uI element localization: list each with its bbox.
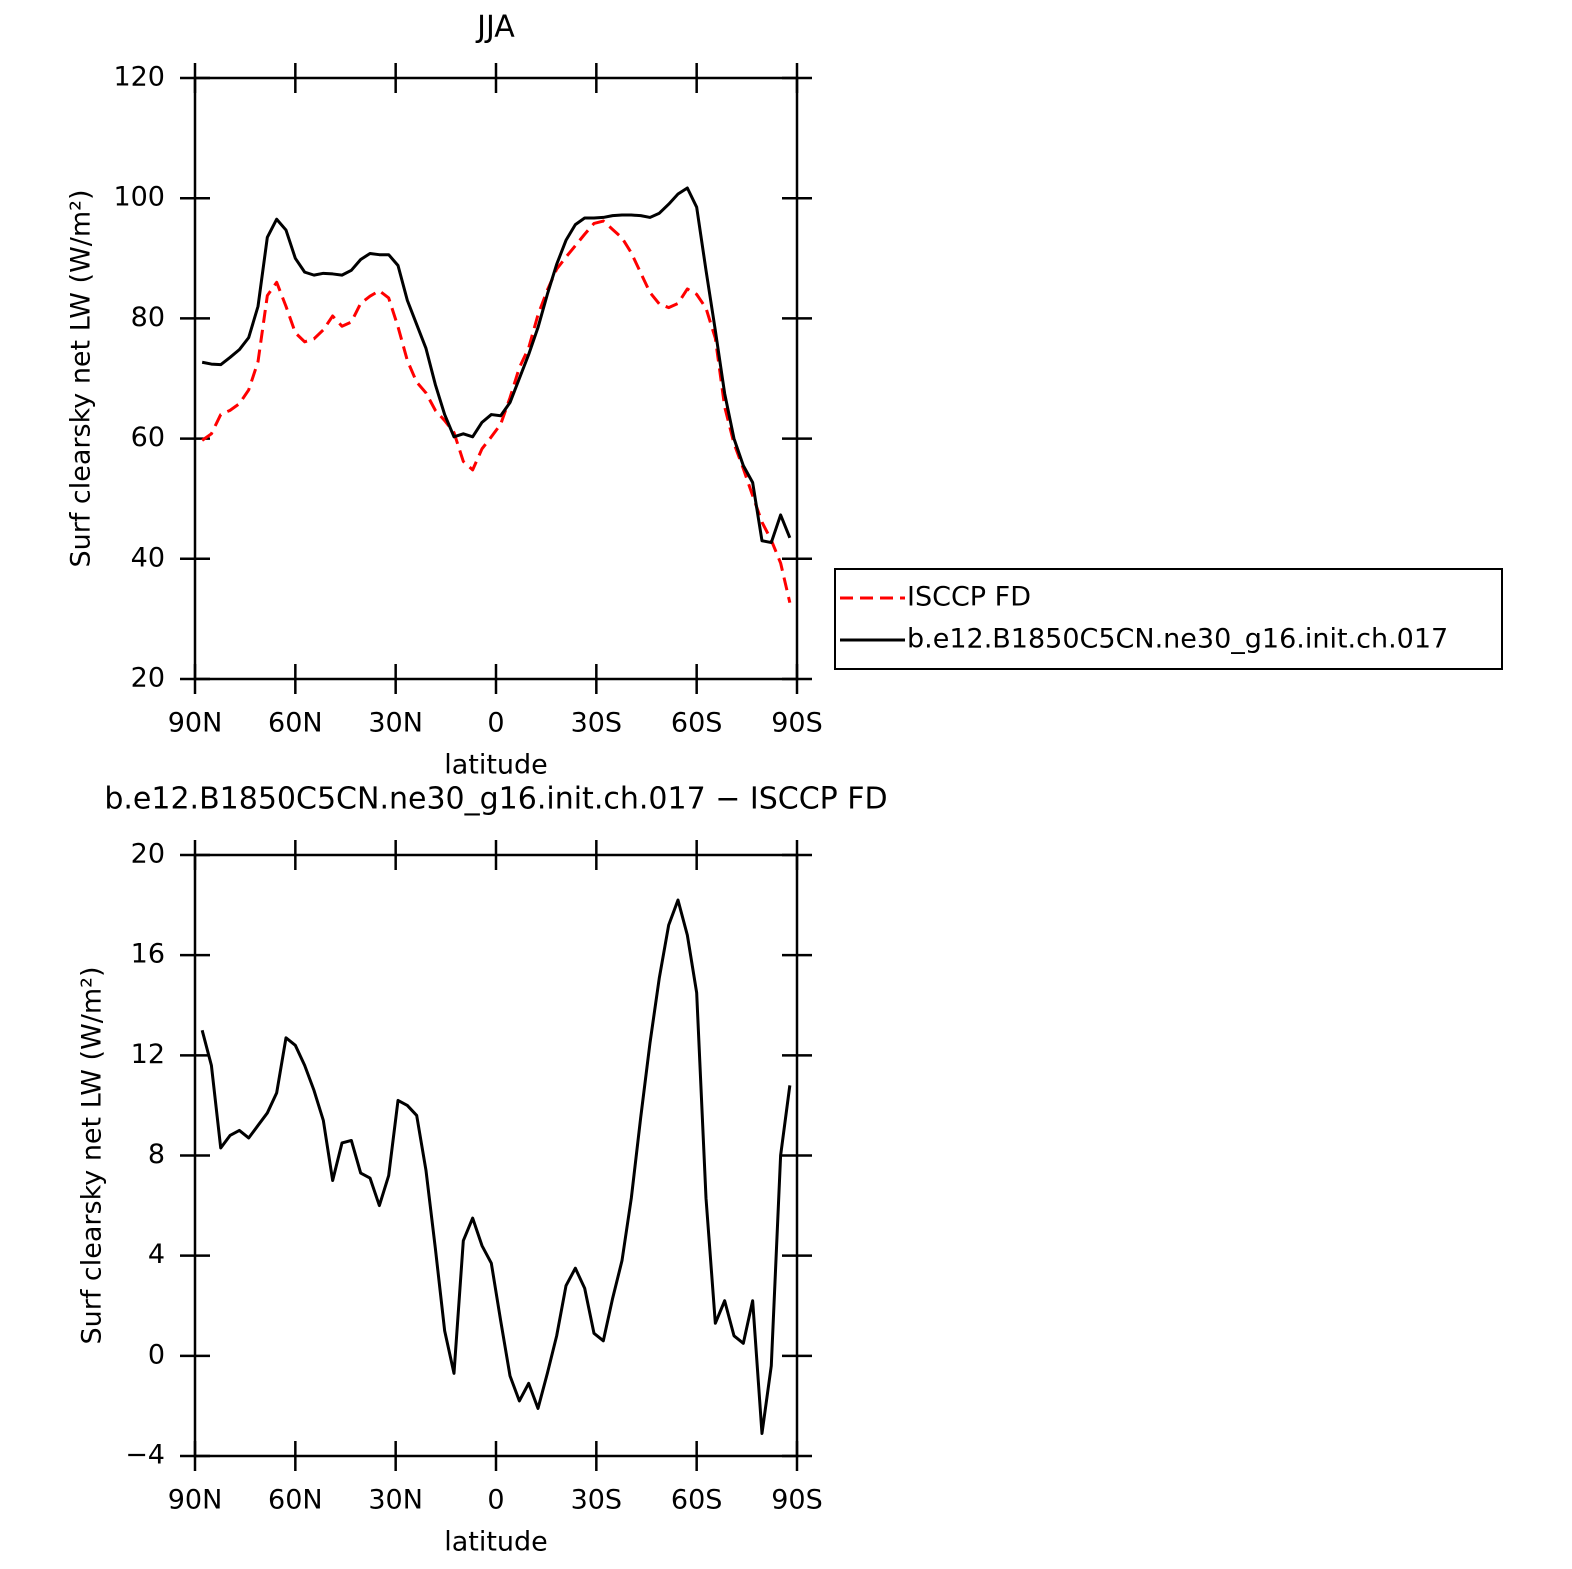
y-tick-label: 100 [113,182,165,213]
x-tick-label: 90S [771,708,823,739]
plot-frame [193,76,799,681]
y-tick-label: 120 [113,62,165,93]
plot-frame [193,853,799,1458]
y-tick-label: 60 [131,422,165,453]
x-tick-label: 0 [487,1485,504,1516]
legend-label: ISCCP FD [907,582,1031,613]
x-tick-label: 60S [671,1485,723,1516]
x-tick-label: 30N [368,708,423,739]
series-line [201,219,792,604]
y-tick-label: 4 [148,1239,165,1270]
y-tick-label: 20 [131,663,165,694]
y-tick-label: 20 [131,839,165,870]
series-line [201,186,792,545]
x-tick-label: 30S [571,708,623,739]
y-tick-label: 0 [148,1339,165,1370]
x-axis-label: latitude [444,750,548,781]
y-axis-label: Surf clearsky net LW (W/m²) [77,966,108,1344]
series-line [200,898,792,1435]
x-tick-label: 90S [771,1485,823,1516]
x-tick-label: 60N [268,1485,323,1516]
y-tick-label: 80 [131,302,165,333]
y-tick-label: 8 [148,1139,165,1170]
x-tick-label: 30S [571,1485,623,1516]
x-axis-label: latitude [444,1527,548,1558]
chart-title: b.e12.B1850C5CN.ne30_g16.init.ch.017 − I… [104,782,887,817]
x-tick-label: 30N [368,1485,423,1516]
y-tick-label: −4 [125,1440,165,1471]
y-tick-label: 40 [131,542,165,573]
x-tick-label: 60N [268,708,323,739]
x-tick-label: 90N [168,1485,223,1516]
legend-box [834,568,1503,670]
x-tick-label: 90N [168,708,223,739]
x-tick-label: 0 [487,708,504,739]
y-tick-label: 12 [131,1039,165,1070]
legend-label: b.e12.B1850C5CN.ne30_g16.init.ch.017 [907,624,1448,655]
x-tick-label: 60S [671,708,723,739]
y-axis-label: Surf clearsky net LW (W/m²) [66,189,97,567]
y-tick-label: 16 [131,939,165,970]
chart-title: JJA [475,10,515,45]
